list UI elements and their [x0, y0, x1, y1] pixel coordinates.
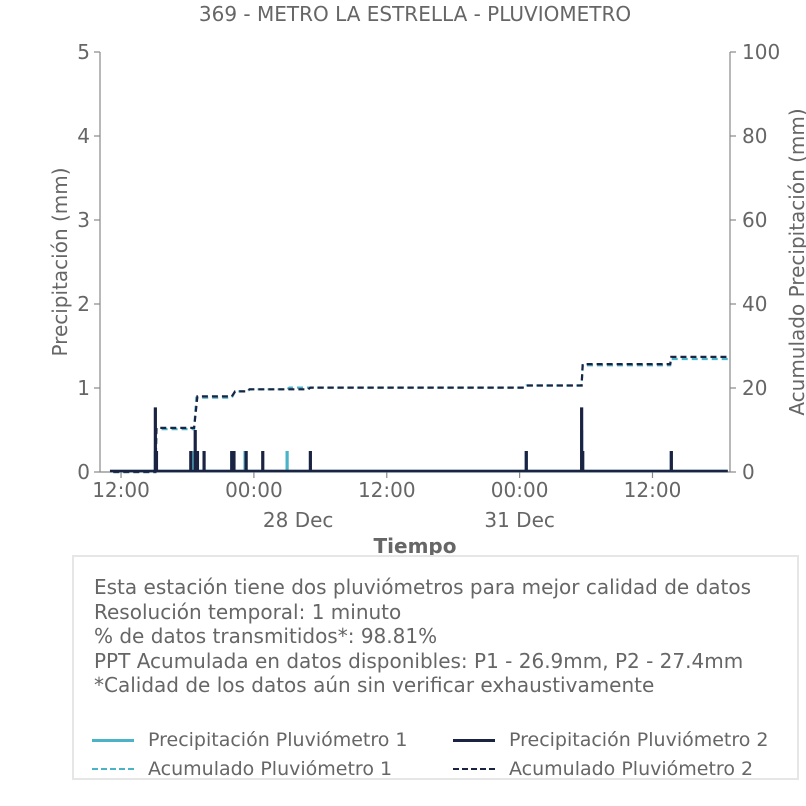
legend-item-precip-p2: Precipitación Pluviómetro 2 — [453, 729, 769, 751]
y-axis-label-left: Precipitación (mm) — [48, 167, 72, 356]
legend-swatch — [92, 738, 134, 742]
x-tick-label: 12:00 — [624, 478, 682, 502]
x-date-label: 28 Dec — [263, 508, 334, 532]
info-text: Esta estación tiene dos pluviómetros par… — [94, 575, 751, 698]
cumulative-line — [113, 355, 728, 474]
legend-label: Acumulado Pluviómetro 2 — [509, 758, 754, 780]
legend-label: Precipitación Pluviómetro 1 — [148, 729, 408, 751]
x-axis-label: Tiempo — [374, 534, 457, 558]
y-tick-label-right: 20 — [742, 376, 767, 400]
chart-title: 369 - METRO LA ESTRELLA - PLUVIOMETRO — [199, 2, 631, 26]
y-axis-label-right: Acumulado Precipitación (mm) — [785, 108, 806, 415]
axes: 0 1 2 3 4 5 0 20 40 60 80 100 12:00 00:00 12:00 00:00 12… — [77, 40, 780, 532]
info-line: % de datos transmitidos*: 98.81% — [94, 624, 438, 648]
info-line: PPT Acumulada en datos disponibles: P1 -… — [94, 648, 744, 673]
x-date-label: 31 Dec — [484, 508, 555, 532]
y-tick-label-right: 100 — [742, 40, 780, 64]
y-tick-label-right: 40 — [742, 292, 767, 316]
legend-swatch — [92, 768, 134, 770]
rainfall-chart: 369 - METRO LA ESTRELLA - PLUVIOMETRO 01… — [48, 2, 806, 558]
legend-item-precip-p1: Precipitación Pluviómetro 1 — [92, 729, 408, 751]
info-box: Esta estación tiene dos pluviómetros par… — [72, 555, 799, 780]
x-tick-label: 12:00 — [92, 478, 150, 502]
cumulative-line — [113, 357, 728, 474]
y-tick-label-right: 0 — [742, 460, 755, 484]
legend-label: Acumulado Pluviómetro 1 — [148, 758, 393, 780]
legend-swatch — [453, 738, 495, 742]
legend-item-cum-p1: Acumulado Pluviómetro 1 — [92, 758, 392, 780]
plot-area — [109, 355, 728, 474]
y-tick-label-left: 3 — [77, 208, 90, 232]
legend-label: Precipitación Pluviómetro 2 — [509, 729, 769, 751]
info-line: *Calidad de los datos aún sin verificar … — [94, 673, 655, 697]
y-tick-label-left: 1 — [77, 376, 90, 400]
y-tick-label-right: 60 — [742, 208, 767, 232]
y-tick-label-left: 2 — [77, 292, 90, 316]
x-tick-label: 00:00 — [491, 478, 549, 502]
x-tick-label: 00:00 — [225, 478, 283, 502]
y-tick-label-right: 80 — [742, 124, 767, 148]
y-tick-label-left: 5 — [77, 40, 90, 64]
info-line: Resolución temporal: 1 minuto — [94, 599, 402, 624]
y-tick-label-left: 0 — [77, 460, 90, 484]
y-tick-label-left: 4 — [77, 124, 90, 148]
legend-swatch — [453, 768, 495, 770]
legend-item-cum-p2: Acumulado Pluviómetro 2 — [453, 758, 753, 780]
info-line: Esta estación tiene dos pluviómetros par… — [94, 575, 752, 599]
x-tick-label: 12:00 — [358, 478, 416, 502]
